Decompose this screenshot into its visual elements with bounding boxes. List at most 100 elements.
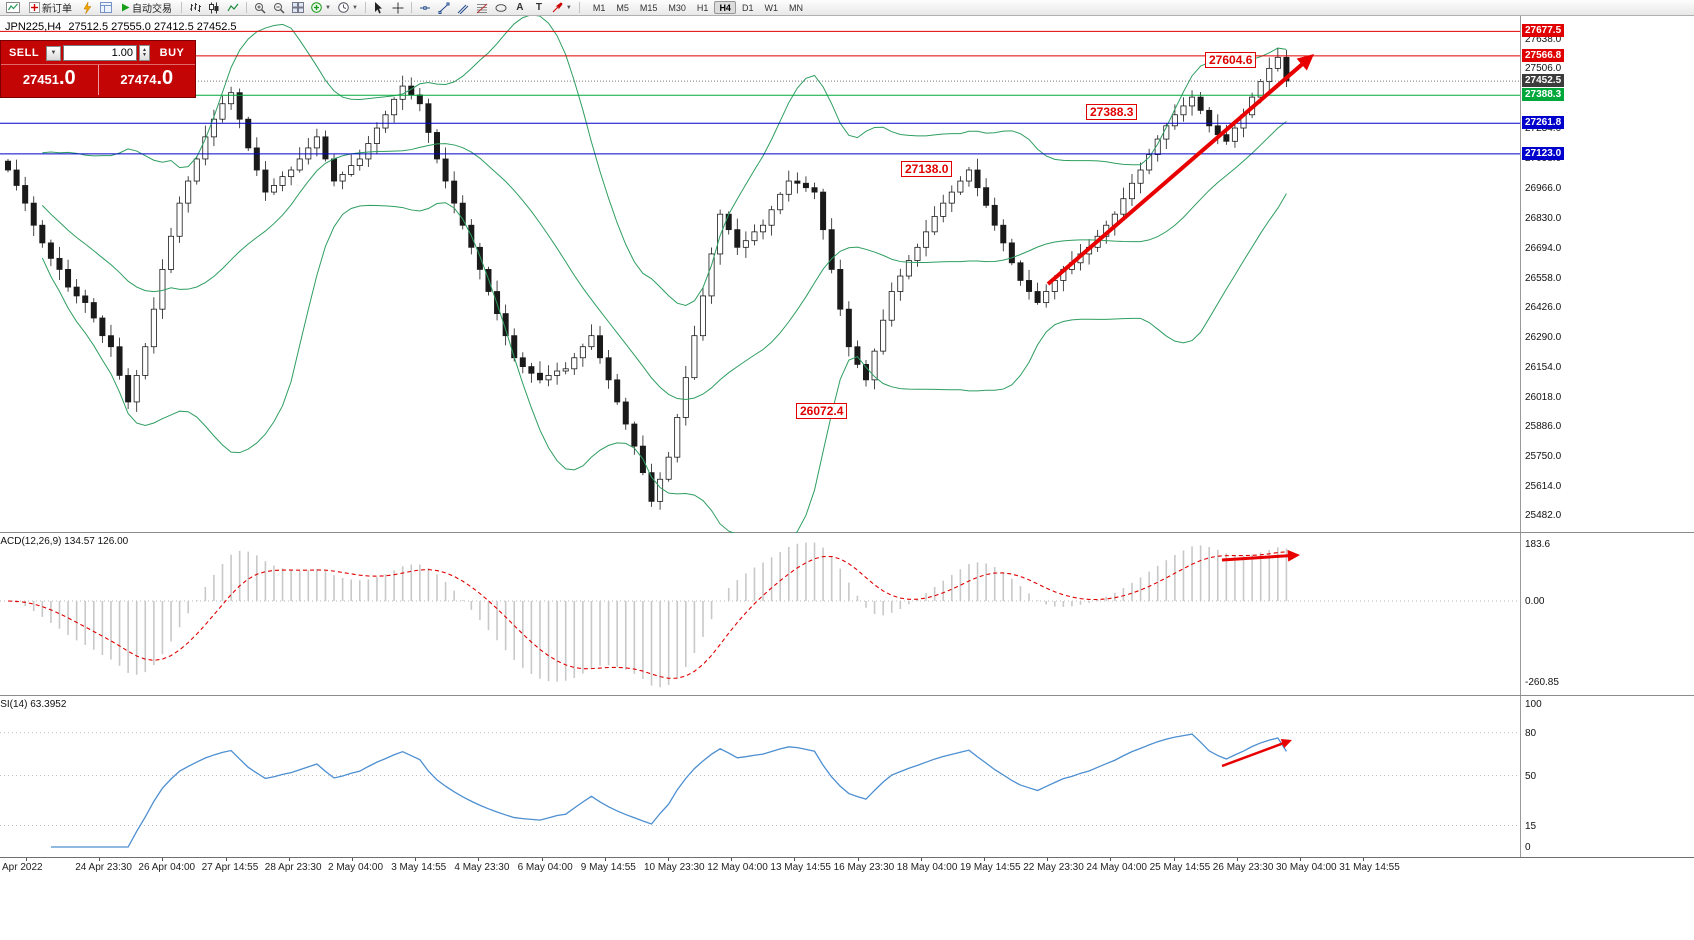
sell-button[interactable]: SELL — [8, 47, 40, 59]
price-axis-label: 26426.0 — [1525, 301, 1562, 313]
time-label: 24 May 04:00 — [1086, 862, 1147, 873]
time-label: 27 Apr 14:55 — [201, 862, 259, 873]
time-tick — [541, 858, 543, 861]
price-axis-label: 27638.0 — [1525, 34, 1562, 46]
candlestick-chart-icon[interactable] — [205, 1, 223, 15]
time-label: 25 May 14:55 — [1149, 862, 1211, 873]
price-badge-27566.8[interactable]: 27566.8 — [1522, 48, 1565, 62]
timeframe-m1[interactable]: M1 — [592, 2, 606, 13]
rsi-panel: RSI(14) 63.3952 100 80 50 15 0 — [0, 696, 1694, 857]
timeframe-d1[interactable]: D1 — [741, 2, 754, 13]
new-order-button[interactable]: 新订单 — [24, 1, 77, 15]
timeframe-w1[interactable]: W1 — [764, 2, 778, 13]
line-chart-icon[interactable] — [224, 1, 242, 15]
fibonacci-icon[interactable] — [473, 1, 491, 15]
time-label: 10 May 23:30 — [644, 862, 705, 873]
time-axis[interactable]: Apr 2022 24 Apr 23:30 26 Apr 04:00 27 Apr 1… — [0, 857, 1694, 877]
time-label: 24 Apr 23:30 — [75, 862, 132, 873]
toolbar-separator — [181, 2, 182, 13]
lightning-icon[interactable] — [78, 1, 96, 15]
time-tick — [604, 858, 606, 861]
rsi-chart[interactable] — [0, 696, 1520, 857]
timeframe-h4[interactable]: H4 — [714, 1, 736, 14]
time-tick — [352, 858, 353, 861]
price-badge-27452.5[interactable]: 27452.5 — [1522, 74, 1565, 88]
ohlc-bars-icon[interactable] — [186, 1, 204, 15]
price-badge-27677.5[interactable]: 27677.5 — [1522, 24, 1565, 38]
price-axis-label: 26018.0 — [1525, 391, 1562, 403]
time-label: 26 Apr 04:00 — [138, 862, 196, 873]
chevron-down-icon: ▼ — [351, 4, 358, 11]
time-label: 6 May 04:00 — [517, 862, 573, 873]
time-label: 18 May 04:00 — [896, 862, 958, 873]
time-tick — [920, 858, 922, 861]
text-icon[interactable]: A — [516, 2, 524, 13]
volume-dropdown[interactable]: ▼ — [46, 45, 61, 61]
indicators-icon[interactable]: ▼ — [308, 1, 334, 15]
time-label: 28 Apr 23:30 — [264, 862, 322, 873]
price-callout[interactable]: 27604.6 — [1205, 52, 1257, 68]
price-callout[interactable]: 27138.0 — [901, 161, 953, 177]
price-axis[interactable]: 27638.027506.027370.027234.027098.026966… — [1520, 16, 1578, 532]
auto-trading-button[interactable]: 自动交易 — [116, 1, 177, 15]
buy-price[interactable]: 27474 .0 — [120, 67, 174, 89]
bollinger-bands — [41, 16, 1287, 533]
horizontal-line-icon[interactable] — [416, 1, 434, 15]
timeframe-mn[interactable]: MN — [788, 2, 803, 13]
horizontal-lines[interactable] — [0, 30, 1520, 155]
period-clock-icon[interactable]: ▼ — [335, 1, 361, 15]
macd-chart[interactable] — [0, 533, 1520, 696]
zoom-in-icon[interactable] — [251, 1, 269, 15]
price-axis-label: 25482.0 — [1525, 510, 1562, 522]
time-label: 19 May 14:55 — [960, 862, 1021, 873]
time-label: 26 May 23:30 — [1212, 862, 1274, 873]
volume-stepper[interactable]: ▲ ▼ — [139, 45, 150, 61]
time-tick — [1363, 858, 1365, 861]
timeframe-h1[interactable]: H1 — [696, 2, 709, 13]
price-chart[interactable] — [0, 16, 1520, 533]
chart-title: JPN225,H4 27512.5 27555.0 27412.5 27452.… — [5, 21, 241, 33]
auto-trading-label: 自动交易 — [132, 4, 172, 15]
time-tick — [1110, 858, 1112, 861]
rsi-label: RSI(14) 63.3952 — [0, 699, 67, 710]
trendline-icon[interactable] — [435, 1, 453, 15]
zoom-out-icon[interactable] — [270, 1, 288, 15]
time-tick — [1173, 858, 1175, 861]
macd-axis[interactable]: 183.6 0.00 -260.85 — [1520, 533, 1578, 695]
price-axis-label: 26830.0 — [1525, 212, 1562, 224]
volume-input[interactable]: 1.00 — [63, 45, 137, 61]
price-callout[interactable]: 26072.4 — [796, 403, 848, 419]
chevron-down-icon: ▼ — [50, 50, 57, 56]
timeframe-m5[interactable]: M5 — [616, 2, 629, 13]
sell-price[interactable]: 27451 .0 — [22, 67, 76, 89]
price-badge-27388.3[interactable]: 27388.3 — [1522, 88, 1565, 102]
price-callout[interactable]: 27388.3 — [1086, 104, 1138, 120]
shapes-icon[interactable] — [492, 1, 510, 15]
macd-signal-line — [7, 551, 1287, 679]
buy-button[interactable]: BUY — [159, 47, 185, 59]
chevron-down-icon: ▼ — [565, 4, 572, 11]
label-icon[interactable]: T — [535, 2, 542, 13]
time-label: 22 May 23:30 — [1023, 862, 1084, 873]
time-tick — [478, 858, 480, 861]
price-badge-27261.8[interactable]: 27261.8 — [1522, 116, 1565, 130]
rsi-axis-value: 100 — [1525, 699, 1542, 710]
channel-icon[interactable] — [454, 1, 472, 15]
price-axis-label: 26966.0 — [1525, 182, 1562, 194]
chart-window-icon[interactable] — [3, 1, 23, 15]
toolbar-separator — [246, 2, 247, 13]
rsi-axis[interactable]: 100 80 50 15 0 — [1520, 696, 1578, 857]
arrows-tool-icon[interactable]: ▼ — [549, 1, 575, 15]
timeframe-m15[interactable]: M15 — [639, 2, 658, 13]
tile-windows-icon[interactable] — [289, 1, 307, 15]
rsi-axis-value: 15 — [1525, 820, 1537, 832]
timeframe-m30[interactable]: M30 — [668, 2, 686, 13]
time-tick — [26, 858, 27, 861]
cursor-icon[interactable] — [370, 1, 388, 15]
templates-icon[interactable] — [97, 1, 115, 15]
crosshair-icon[interactable] — [389, 1, 407, 15]
price-badge-27123.0[interactable]: 27123.0 — [1522, 146, 1565, 160]
time-label: 9 May 14:55 — [580, 862, 636, 873]
price-axis-label: 26290.0 — [1525, 331, 1562, 343]
